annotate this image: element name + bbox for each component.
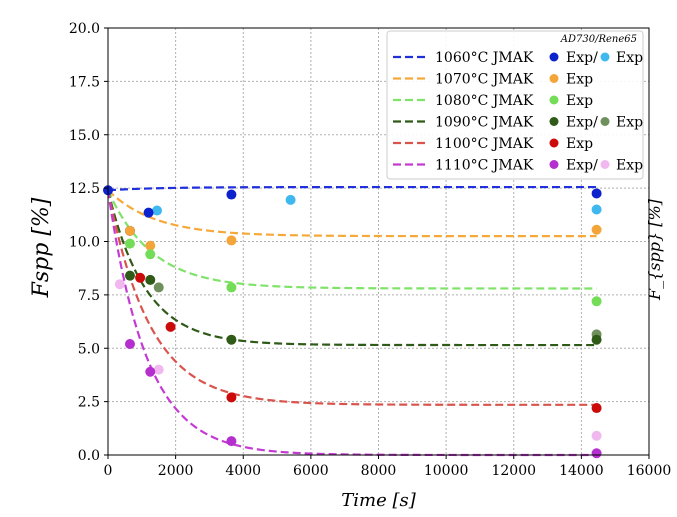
legend-label: 1090°C JMAK [435, 115, 534, 131]
x-tick-label: 0 [104, 463, 113, 479]
legend-marker [549, 160, 559, 169]
legend-label: 1110°C JMAK [435, 158, 534, 174]
exp-point-ad730 [591, 448, 602, 459]
x-tick-label: 2000 [158, 463, 194, 479]
y-tick-label: 2.5 [78, 395, 100, 411]
exp-point-ad730 [591, 334, 602, 345]
y-tick-label: 10.0 [69, 235, 100, 251]
legend-label: 1070°C JMAK [435, 72, 534, 88]
exp-point-rene65 [153, 364, 164, 375]
legend-exp-label-secondary: Exp [616, 158, 643, 174]
y-tick-label: 15.0 [69, 128, 100, 144]
legend-exp-label-secondary: Exp [616, 50, 643, 66]
exp-point-ad730 [165, 321, 176, 332]
x-tick-label: 16000 [627, 463, 672, 479]
legend-exp-label: Exp [566, 93, 593, 109]
exp-point-rene65 [152, 205, 163, 216]
legend-marker [549, 74, 559, 83]
legend-exp-label-secondary: Exp [616, 115, 643, 131]
y-tick-label: 7.5 [78, 288, 100, 304]
exp-point-ad730 [226, 334, 237, 345]
y-tick-label: 0.0 [78, 448, 100, 464]
legend: AD730/Rene65 1060°C JMAK Exp/Exp 1070°C JMA… [386, 30, 644, 180]
legend-label: 1080°C JMAK [435, 93, 534, 109]
exp-point-ad730 [226, 392, 237, 403]
legend-box [386, 30, 644, 180]
exp-point-rene65 [153, 282, 164, 293]
legend-header: AD730/Rene65 [560, 34, 637, 45]
exp-point-ad730 [145, 366, 156, 377]
exp-point-ad730 [145, 249, 156, 260]
x-tick-label: 12000 [491, 463, 536, 479]
exp-point-ad730 [226, 189, 237, 200]
y-axis-title: Fspp [%] [29, 197, 54, 298]
exp-point-ad730 [591, 403, 602, 414]
exp-point-ad730 [124, 270, 135, 281]
legend-marker [549, 138, 559, 148]
legend-exp-label: Exp/ [566, 50, 598, 66]
exp-point-ad730 [226, 235, 237, 246]
x-tick-label: 6000 [293, 463, 329, 479]
y-tick-label: 12.5 [69, 181, 100, 197]
exp-point-rene65 [114, 279, 125, 290]
legend-marker-secondary [600, 117, 610, 126]
exp-point-ad730 [226, 436, 237, 447]
axis-ticks: 0 2000 4000 6000 8000 10000 12000 14000 16000 0.0… [69, 21, 671, 479]
exp-point-ad730 [226, 282, 237, 293]
x-axis-title: Time [s] [341, 490, 416, 511]
grid [108, 28, 649, 455]
legend-marker [549, 52, 559, 62]
exp-point-ad730 [591, 224, 602, 235]
legend-exp-label: Exp [566, 136, 593, 152]
legend-label: 1100°C JMAK [435, 136, 534, 152]
legend-exp-label: Exp/ [566, 115, 598, 131]
exp-point-ad730 [145, 274, 156, 285]
legend-marker [549, 95, 559, 105]
exp-point-rene65 [285, 194, 296, 205]
exp-point-rene65 [591, 430, 602, 441]
x-tick-label: 10000 [424, 463, 469, 479]
exp-point-ad730 [124, 238, 135, 249]
legend-marker [549, 117, 559, 126]
x-tick-label: 14000 [559, 463, 604, 479]
y-tick-label: 17.5 [69, 74, 100, 90]
exp-point-rene65 [591, 204, 602, 215]
exp-point-ad730 [145, 240, 156, 251]
exp-point-ad730 [591, 188, 602, 199]
legend-marker-secondary [600, 160, 610, 169]
exp-point-ad730 [124, 225, 135, 236]
exp-point-ad730 [135, 272, 146, 283]
jmak-curve [107, 185, 597, 192]
legend-label: 1060°C JMAK [435, 50, 534, 66]
y-tick-label: 5.0 [78, 341, 100, 357]
x-tick-label: 4000 [225, 463, 261, 479]
x-tick-label: 8000 [361, 463, 397, 479]
y-tick-label: 20.0 [69, 21, 100, 37]
legend-exp-label: Exp [566, 72, 593, 88]
right-panel-label-fragment: F_{spp} [%] [645, 198, 664, 301]
jmak-curve [106, 190, 597, 406]
legend-marker-secondary [600, 52, 610, 62]
jmak-curve [107, 189, 597, 290]
jmak-curve [107, 189, 597, 238]
legend-exp-label: Exp/ [566, 158, 598, 174]
jmak-curve [106, 189, 597, 347]
exp-point-ad730 [124, 338, 135, 349]
exp-point-ad730 [591, 296, 602, 307]
exp-point-ad730 [143, 207, 154, 218]
